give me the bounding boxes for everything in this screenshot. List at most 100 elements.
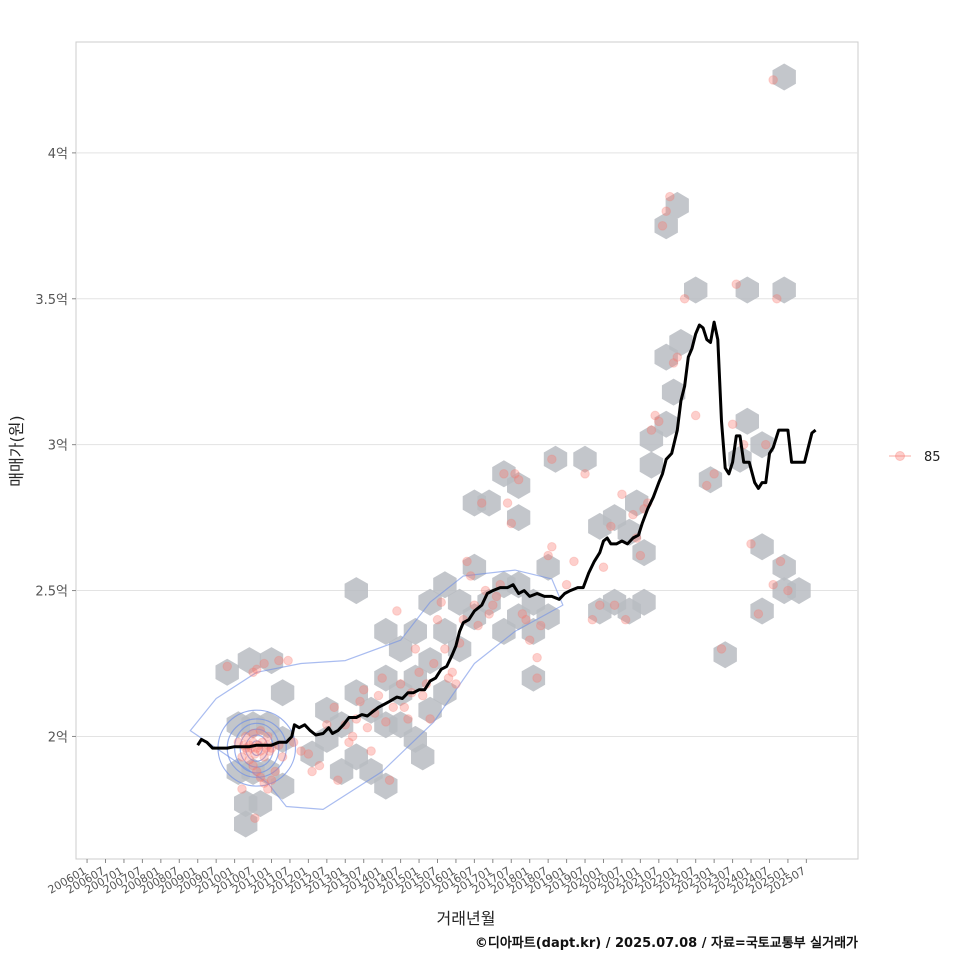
hex-bin: [735, 407, 759, 435]
transaction-point: [429, 658, 439, 669]
y-tick-label: 3억: [48, 439, 68, 454]
hex-bin: [418, 696, 442, 724]
transaction-point: [263, 784, 273, 794]
transaction-point: [524, 635, 535, 645]
hex-bin: [625, 489, 649, 517]
hex-bin: [433, 571, 457, 599]
hex-bin: [418, 647, 442, 675]
transaction-point: [440, 644, 450, 654]
y-tick-label: 2억: [48, 730, 68, 745]
transaction-point: [403, 714, 413, 724]
transaction-point: [547, 541, 557, 552]
transaction-point: [259, 658, 269, 669]
hex-bin: [750, 533, 774, 561]
transaction-point: [333, 775, 343, 786]
transaction-point: [488, 600, 498, 610]
hex-bin: [507, 504, 531, 532]
transaction-point: [443, 673, 454, 683]
hex-bin: [374, 772, 398, 800]
hex-bin: [433, 617, 457, 645]
transaction-point: [628, 509, 638, 520]
transaction-point: [263, 731, 273, 742]
transaction-point: [250, 813, 260, 823]
transaction-point: [768, 579, 778, 590]
transaction-point: [716, 644, 727, 654]
transaction-point: [690, 410, 701, 421]
transaction-point: [283, 655, 293, 666]
x-axis-label: 거래년월: [437, 909, 496, 928]
transaction-point: [399, 702, 410, 713]
transaction-point: [388, 702, 399, 713]
transaction-point: [587, 614, 598, 625]
hex-bin: [617, 518, 641, 546]
transaction-point: [288, 737, 299, 748]
transaction-point: [251, 664, 262, 675]
hex-bin: [639, 451, 664, 479]
transaction-point: [569, 556, 579, 567]
hex-bin: [787, 577, 811, 605]
transaction-point: [244, 754, 255, 765]
transaction-point: [513, 474, 524, 485]
hex-bin: [215, 658, 239, 686]
trend-line: [196, 320, 817, 750]
hex-bin: [344, 679, 368, 707]
transaction-point: [355, 696, 365, 707]
transaction-point: [222, 661, 233, 672]
transaction-point: [617, 489, 627, 500]
transaction-point: [661, 206, 671, 217]
hex-bin: [750, 597, 774, 625]
transaction-point: [314, 760, 325, 771]
transaction-point: [502, 498, 513, 508]
hex-bin: [521, 664, 546, 692]
transaction-point: [650, 410, 660, 421]
transaction-point: [237, 752, 247, 762]
transaction-point: [347, 731, 358, 742]
transaction-point: [775, 556, 786, 567]
transaction-point: [425, 714, 435, 724]
transaction-point: [329, 702, 340, 713]
hex-bin: [772, 63, 796, 91]
hex-bin: [654, 212, 678, 240]
gridlines: [76, 152, 858, 737]
hex-bin: [237, 647, 262, 675]
transaction-point: [251, 766, 262, 777]
transaction-point: [270, 766, 280, 777]
transaction-point: [248, 760, 258, 771]
transaction-point: [753, 609, 764, 619]
transaction-point: [362, 722, 373, 733]
hex-bin: [259, 647, 284, 675]
legend-marker: [895, 451, 905, 461]
hex-bin: [772, 276, 796, 304]
transaction-point: [476, 498, 487, 508]
hex-bin: [234, 810, 258, 838]
transaction-point: [432, 614, 443, 625]
plot-background: [75, 41, 859, 860]
transaction-point: [381, 717, 391, 727]
plot-frame: [75, 41, 859, 860]
transaction-point: [392, 606, 402, 616]
transaction-point: [701, 480, 712, 491]
transaction-point: [264, 746, 275, 756]
hex-bin: [477, 588, 501, 616]
transaction-point: [366, 746, 376, 756]
transaction-point: [543, 550, 553, 561]
y-tick-label: 4억: [48, 147, 68, 162]
transaction-point: [465, 571, 476, 581]
y-axis-label: 매매가(원): [7, 415, 26, 486]
transaction-point: [709, 469, 719, 479]
transaction-point: [606, 521, 616, 532]
transaction-point: [248, 728, 258, 739]
hex-bin: [344, 577, 368, 605]
transaction-point: [760, 439, 771, 450]
transaction-point: [451, 679, 461, 689]
hex-bin: [433, 679, 457, 707]
hex-bin: [772, 553, 796, 581]
transaction-point: [665, 191, 675, 202]
transaction-point: [609, 600, 620, 610]
transaction-point: [506, 518, 517, 529]
transaction-point: [484, 609, 494, 619]
transaction-point: [240, 731, 251, 742]
transaction-point: [414, 667, 424, 678]
transaction-point: [668, 358, 679, 368]
transaction-point: [373, 690, 384, 701]
